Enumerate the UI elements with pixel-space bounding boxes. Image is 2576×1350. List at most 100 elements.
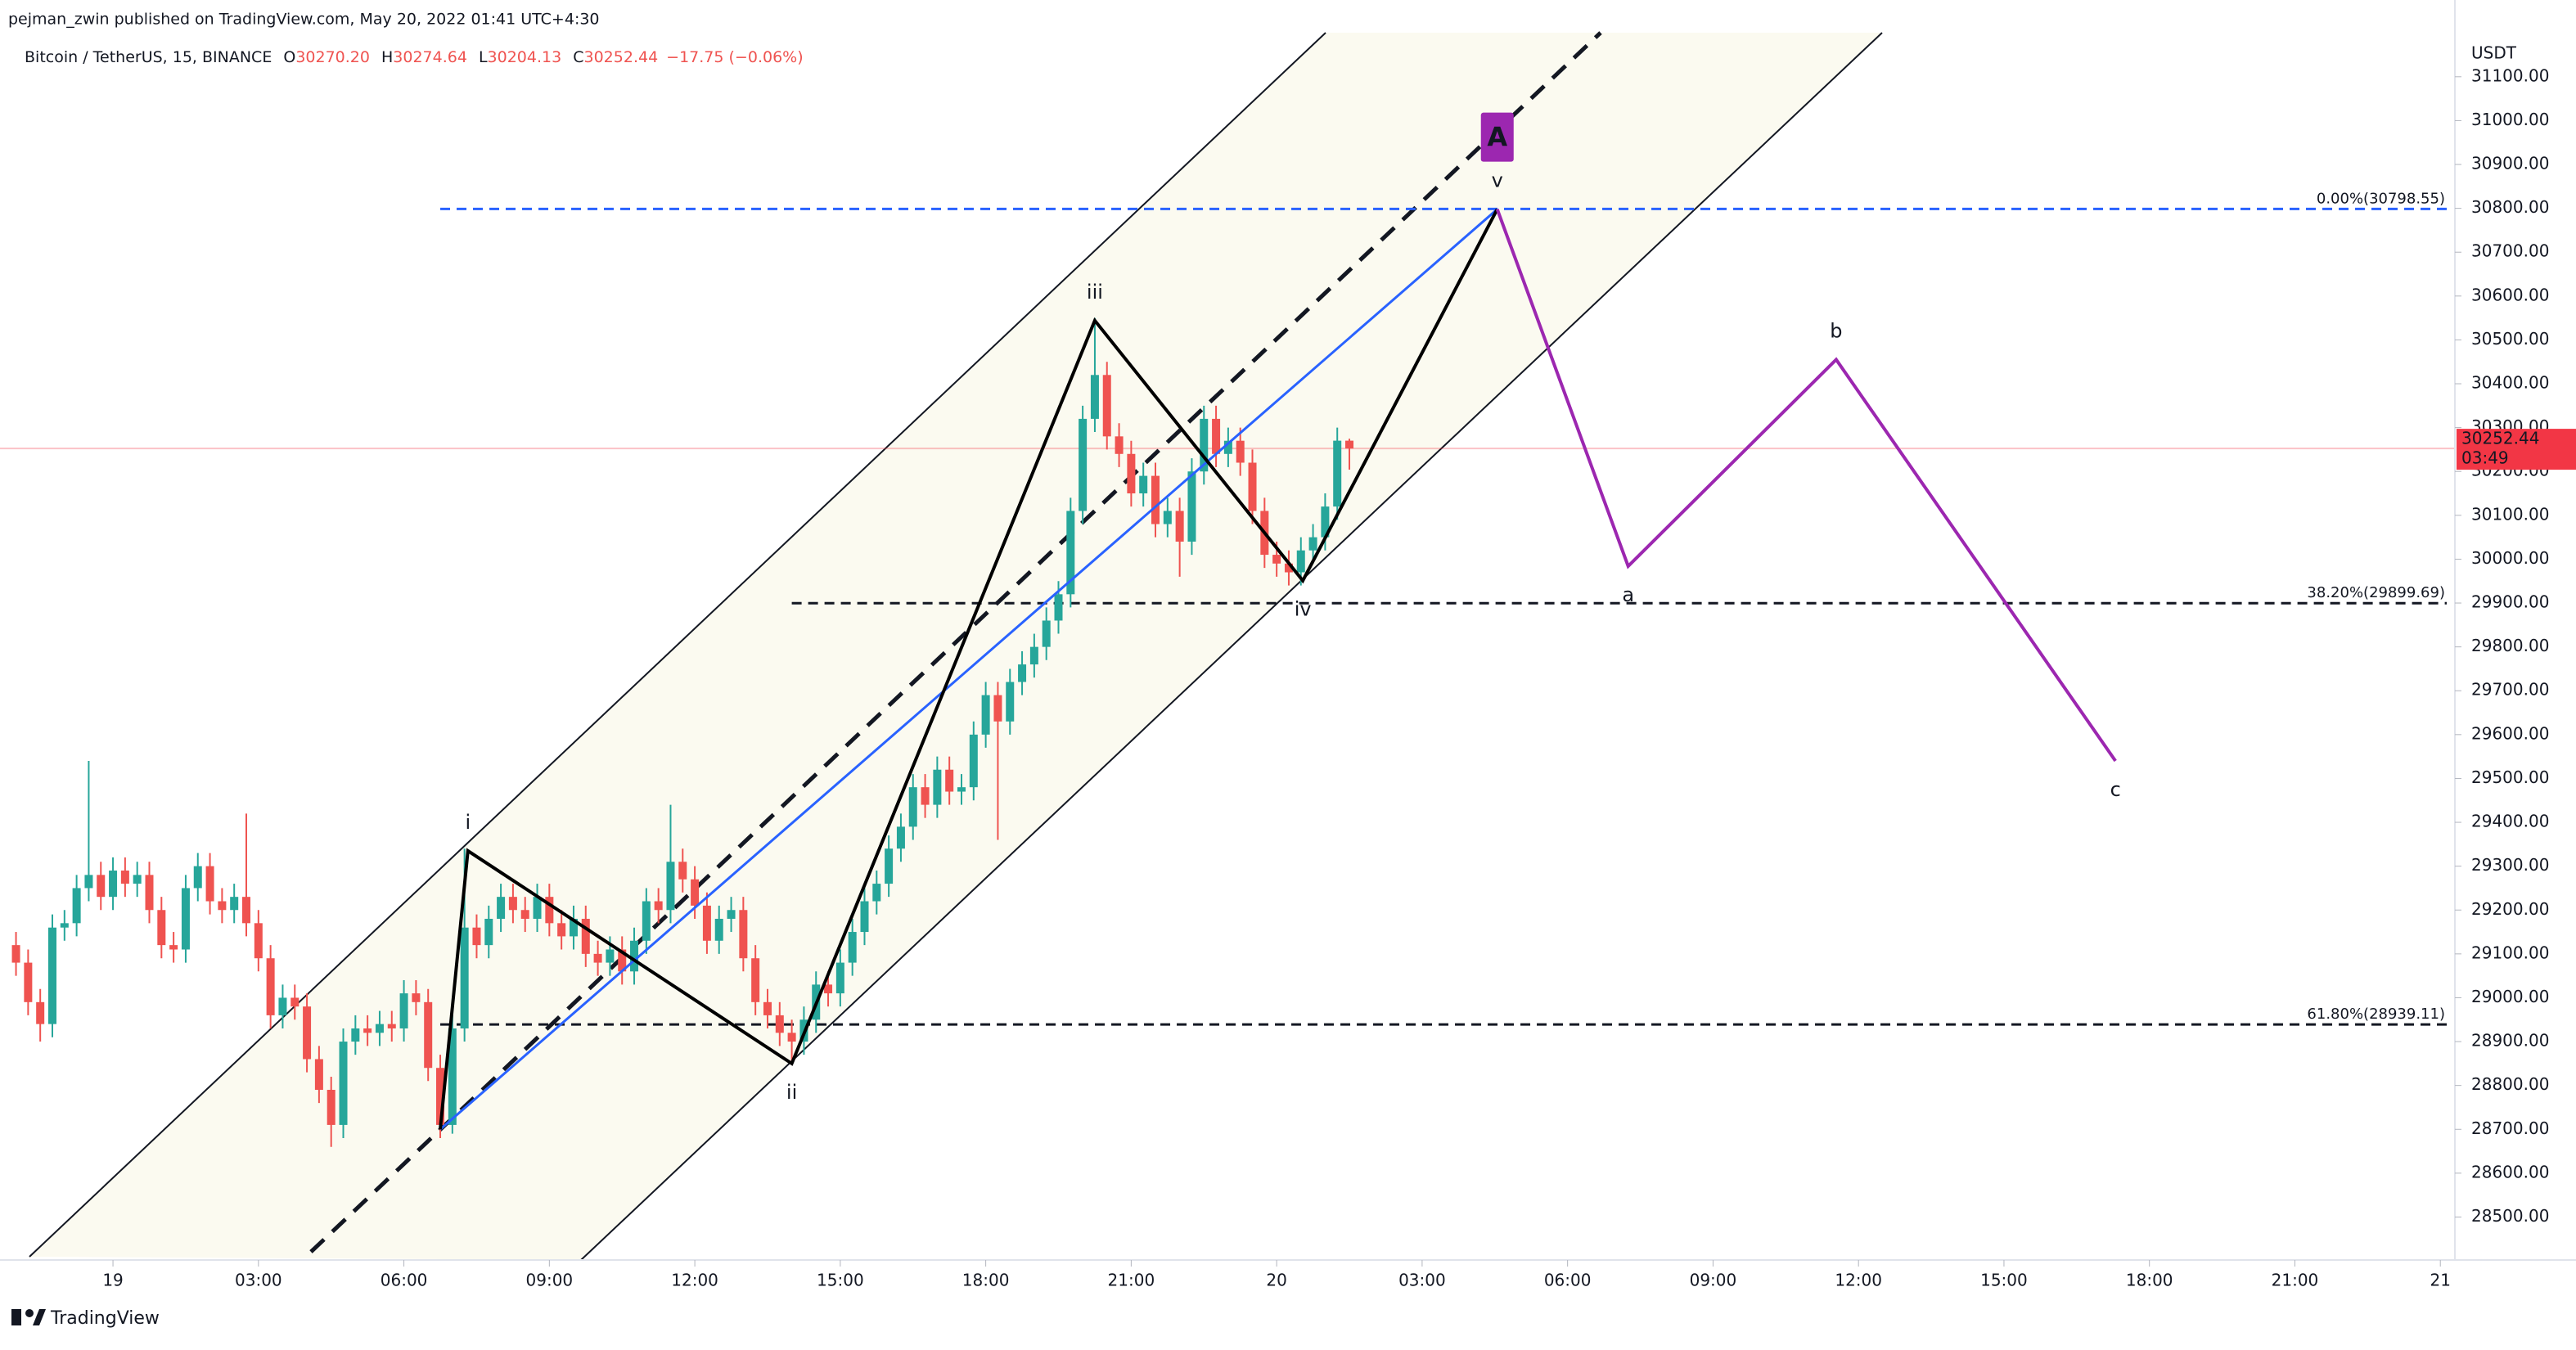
y-tick-label: 30900.00 [2471, 154, 2549, 173]
candle-body [1029, 646, 1038, 665]
candle-body [702, 905, 711, 941]
logo-mark [25, 1309, 34, 1317]
x-tick-label: 19 [102, 1271, 123, 1290]
candle-body [727, 910, 736, 919]
y-tick-label: 30400.00 [2471, 373, 2549, 393]
candle-body [363, 1028, 372, 1033]
wave-path [439, 208, 1499, 1130]
candle-body [1006, 682, 1015, 722]
candle-body [84, 875, 93, 889]
candle-body [1223, 440, 1232, 454]
candle-body [484, 918, 493, 946]
candle-body [254, 923, 263, 959]
y-tick-label: 30800.00 [2471, 197, 2549, 217]
candle-body [1175, 511, 1184, 542]
x-tick-label: 21:00 [1108, 1271, 1155, 1290]
candle-body [36, 1001, 45, 1024]
wave-label: ii [786, 1081, 797, 1104]
candle-body [714, 918, 723, 941]
candle-body [339, 1042, 348, 1125]
candle-body [218, 901, 227, 911]
candle-body [1066, 511, 1075, 595]
candle-body [642, 901, 651, 941]
wave-box-label: A [1487, 122, 1507, 153]
candle-body [1345, 440, 1354, 449]
countdown-label: 03:49 [2461, 448, 2509, 468]
candle-body [775, 1015, 784, 1033]
header-part: L [479, 48, 488, 66]
y-tick-label: 29400.00 [2471, 812, 2549, 831]
candle-body [848, 932, 857, 963]
y-tick-label: 29900.00 [2471, 592, 2549, 612]
candle-body [120, 871, 129, 884]
candle-body [520, 910, 529, 919]
candle-body [242, 897, 251, 924]
y-tick-label: 28500.00 [2471, 1206, 2549, 1226]
candle-body [448, 1028, 457, 1125]
y-tick-label: 29600.00 [2471, 723, 2549, 743]
x-tick-label: 18:00 [962, 1271, 1010, 1290]
wave-label: c [2110, 778, 2121, 801]
candle-body [327, 1090, 336, 1125]
channel-center [309, 31, 1602, 1253]
last-price-label: 30252.44 [2461, 429, 2539, 448]
candle-body [47, 927, 56, 1024]
candle-body [193, 866, 202, 889]
candle-body [1139, 475, 1148, 494]
candle-body [460, 927, 469, 1028]
channel-upper [29, 32, 1326, 1258]
candle-body [11, 945, 20, 963]
y-tick-label: 30600.00 [2471, 285, 2549, 304]
candle-body [787, 1033, 796, 1042]
candle-body [860, 901, 869, 933]
candle-body [1151, 475, 1160, 524]
wave-label: i [465, 811, 471, 834]
x-tick-label: 15:00 [817, 1271, 864, 1290]
candle-body [303, 1006, 312, 1060]
candle-body [993, 695, 1002, 722]
candle-body [1018, 664, 1027, 682]
candle-body [351, 1028, 360, 1042]
channel-lower [580, 32, 1883, 1261]
candle-body [230, 897, 239, 911]
candle-body [399, 993, 408, 1028]
x-tick-label: 09:00 [526, 1271, 574, 1290]
candle-body [72, 888, 81, 924]
x-tick-label: 12:00 [1835, 1271, 1882, 1290]
y-tick-label: 28800.00 [2471, 1074, 2549, 1094]
candle-body [24, 962, 33, 1002]
y-tick-label: 29200.00 [2471, 899, 2549, 919]
candle-body [872, 884, 881, 902]
candle-body [1163, 511, 1172, 524]
y-tick-label: 29100.00 [2471, 943, 2549, 962]
y-tick-label: 29800.00 [2471, 636, 2549, 655]
candle-body [824, 984, 833, 994]
candle-body [436, 1068, 445, 1125]
x-tick-label: 21 [2430, 1271, 2450, 1290]
candle-body [606, 949, 615, 963]
fib-label: 61.80%(28939.11) [2307, 1006, 2445, 1023]
candle-body [981, 695, 990, 735]
header-part: Bitcoin / TetherUS, 15, BINANCE [25, 48, 272, 66]
candle-body [835, 962, 844, 994]
y-tick-label: 28600.00 [2471, 1162, 2549, 1181]
wave-path [1495, 209, 2117, 763]
x-tick-label: 21:00 [2272, 1271, 2319, 1290]
candle-body [1308, 537, 1317, 551]
candle-body [1212, 418, 1221, 454]
wave-label: iv [1295, 598, 1312, 621]
candle-body [1127, 453, 1136, 494]
candle-body [1090, 375, 1099, 419]
candle-body [1272, 555, 1281, 564]
candle-body [896, 826, 905, 849]
y-tick-label: 31000.00 [2471, 110, 2549, 129]
candle-body [133, 875, 142, 884]
y-tick-label: 29000.00 [2471, 987, 2549, 1006]
y-tick-label: 30000.00 [2471, 548, 2549, 568]
header-part: −17.75 (−0.06%) [666, 48, 803, 66]
x-tick-label: 03:00 [235, 1271, 282, 1290]
channel-fill [29, 33, 1882, 1260]
candle-body [109, 871, 118, 898]
candle-body [545, 897, 554, 924]
